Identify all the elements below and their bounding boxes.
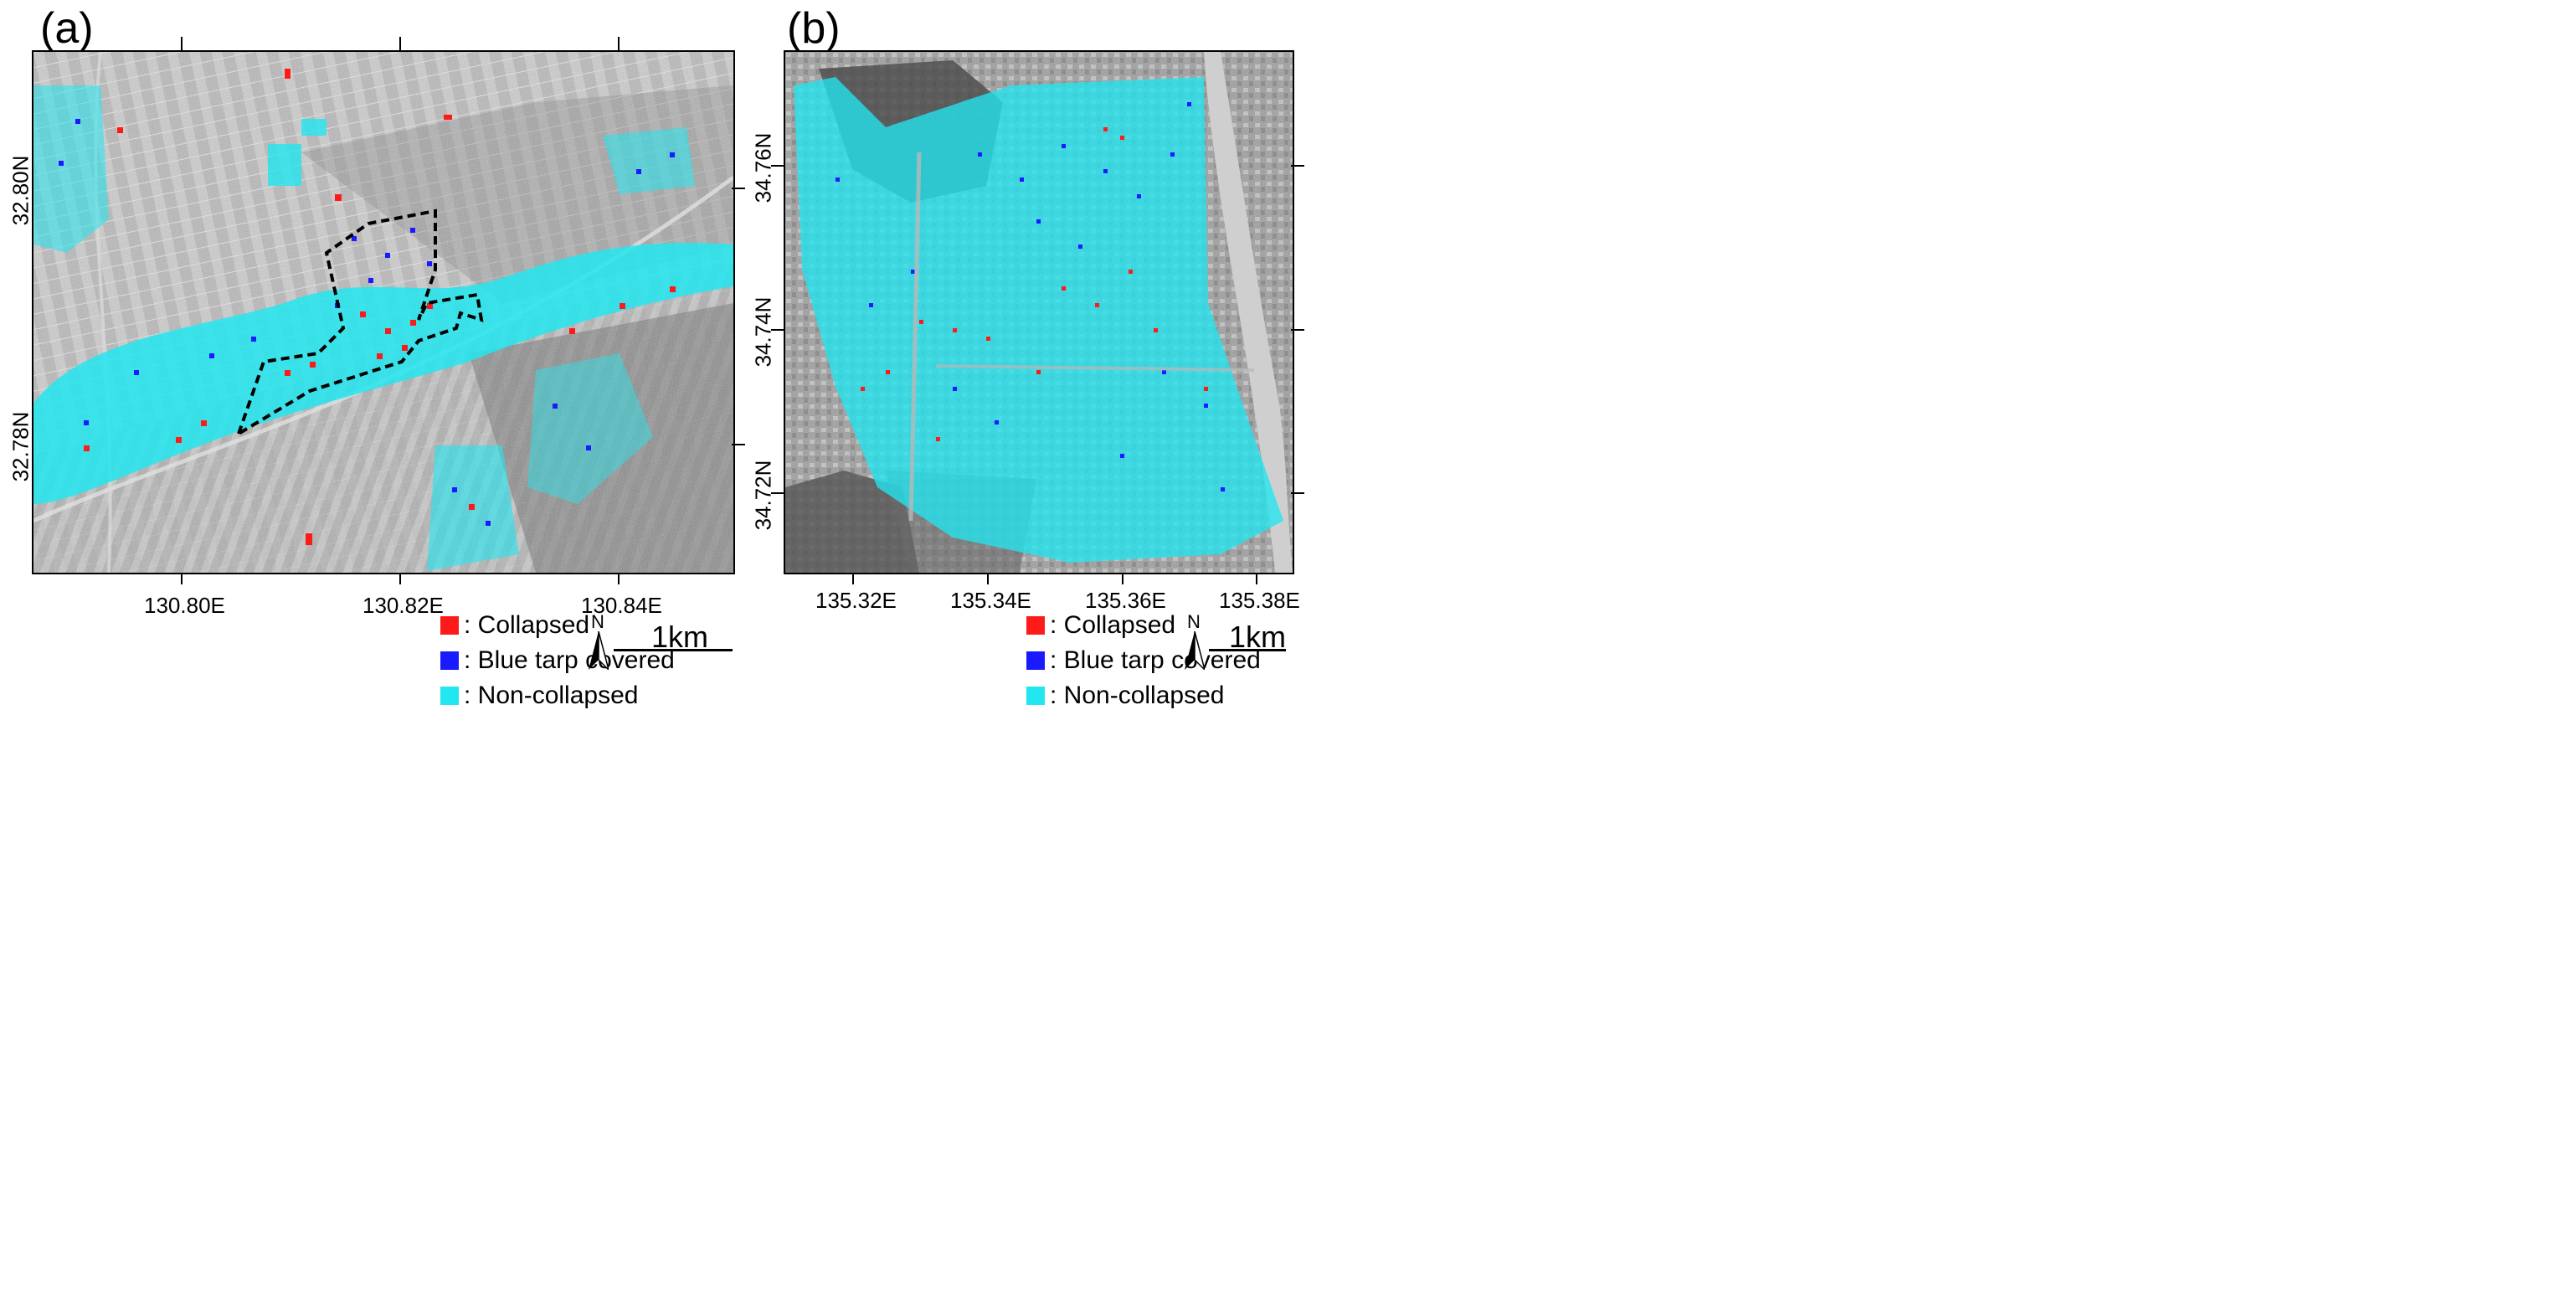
- panel-b-lon-label: 135.34E: [950, 588, 1031, 613]
- north-arrow-icon: [1185, 631, 1205, 670]
- panel-b-lat-label: 34.74N: [750, 296, 776, 368]
- non-collapsed-swatch: [1026, 687, 1045, 705]
- panel-b-bottom-tick: [1122, 573, 1123, 584]
- panel-a-lon-label: 130.82E: [362, 593, 444, 618]
- panel-b-right-tick: [1291, 492, 1304, 494]
- legend-item-non-collapsed: : Non-collapsed: [440, 678, 675, 713]
- panel-b-lon-label: 135.36E: [1085, 588, 1166, 613]
- legend-label: : Collapsed: [464, 611, 590, 639]
- panel-a-letter: (a): [40, 4, 94, 53]
- panel-a-scale-label: 1km: [651, 620, 709, 654]
- panel-a-study-boundary: [235, 208, 484, 438]
- panel-b-bottom-tick: [987, 573, 989, 584]
- panel-a-bottom-tick: [618, 573, 620, 584]
- panel-a-bottom-tick: [181, 573, 183, 584]
- panel-a-map: [32, 50, 735, 574]
- panel-a-right-tick: [732, 188, 745, 189]
- panel-b-bottom-tick: [852, 573, 854, 584]
- panel-a-top-tick: [618, 37, 620, 50]
- non-collapsed-swatch: [440, 687, 459, 705]
- panel-b-letter: (b): [787, 4, 841, 53]
- legend-item-collapsed: : Collapsed: [440, 608, 675, 643]
- panel-b-scale-bar: [1209, 649, 1286, 651]
- collapsed-swatch: [1026, 616, 1045, 635]
- panel-b-right-tick: [1291, 165, 1304, 167]
- panel-b-lat-label: 34.72N: [750, 460, 776, 531]
- panel-a-top-tick: [399, 37, 401, 50]
- panel-a-lon-label: 130.80E: [144, 593, 225, 618]
- legend-label: : Non-collapsed: [464, 682, 639, 709]
- panel-a-satellite-image: [33, 52, 733, 573]
- panel-b-left-tick: [771, 492, 784, 494]
- panel-a-lat-label: 32.78N: [8, 411, 33, 482]
- panel-b-lon-label: 135.38E: [1219, 588, 1300, 613]
- blue-tarp-swatch: [440, 651, 459, 670]
- panel-b-map: [784, 50, 1294, 574]
- panel-b-left-tick: [771, 165, 784, 167]
- legend-label: : Collapsed: [1050, 611, 1176, 639]
- panel-a-legend: : Collapsed : Blue tarp covered : Non-co…: [440, 608, 675, 713]
- panel-a-top-tick: [181, 37, 183, 50]
- panel-b-bottom-tick: [1256, 573, 1257, 584]
- panel-b-legend: : Collapsed : Blue tarp covered : Non-co…: [1026, 608, 1261, 713]
- panel-b-left-tick: [771, 329, 784, 331]
- panel-b-scale-label: 1km: [1229, 620, 1287, 654]
- panel-b-right-tick: [1291, 329, 1304, 331]
- collapsed-swatch: [440, 616, 459, 635]
- panel-b-north-label: N: [1187, 611, 1201, 632]
- north-arrow-icon: [589, 631, 609, 670]
- panel-a-north-label: N: [591, 611, 604, 632]
- legend-label: : Non-collapsed: [1050, 682, 1225, 709]
- panel-b-lon-label: 135.32E: [815, 588, 897, 613]
- blue-tarp-swatch: [1026, 651, 1045, 670]
- panel-a-bottom-tick: [399, 573, 401, 584]
- panel-a-right-tick: [732, 444, 745, 445]
- legend-item-non-collapsed: : Non-collapsed: [1026, 678, 1261, 713]
- legend-item-blue-tarp: : Blue tarp covered: [440, 643, 675, 678]
- panel-a-lon-label: 130.84E: [581, 593, 662, 618]
- panel-a-scale-bar: [614, 649, 733, 651]
- panel-b-lat-label: 34.76N: [750, 132, 776, 203]
- legend-item-collapsed: : Collapsed: [1026, 608, 1261, 643]
- panel-b-satellite-image: [785, 52, 1293, 573]
- panel-a-lat-label: 32.80N: [8, 155, 33, 226]
